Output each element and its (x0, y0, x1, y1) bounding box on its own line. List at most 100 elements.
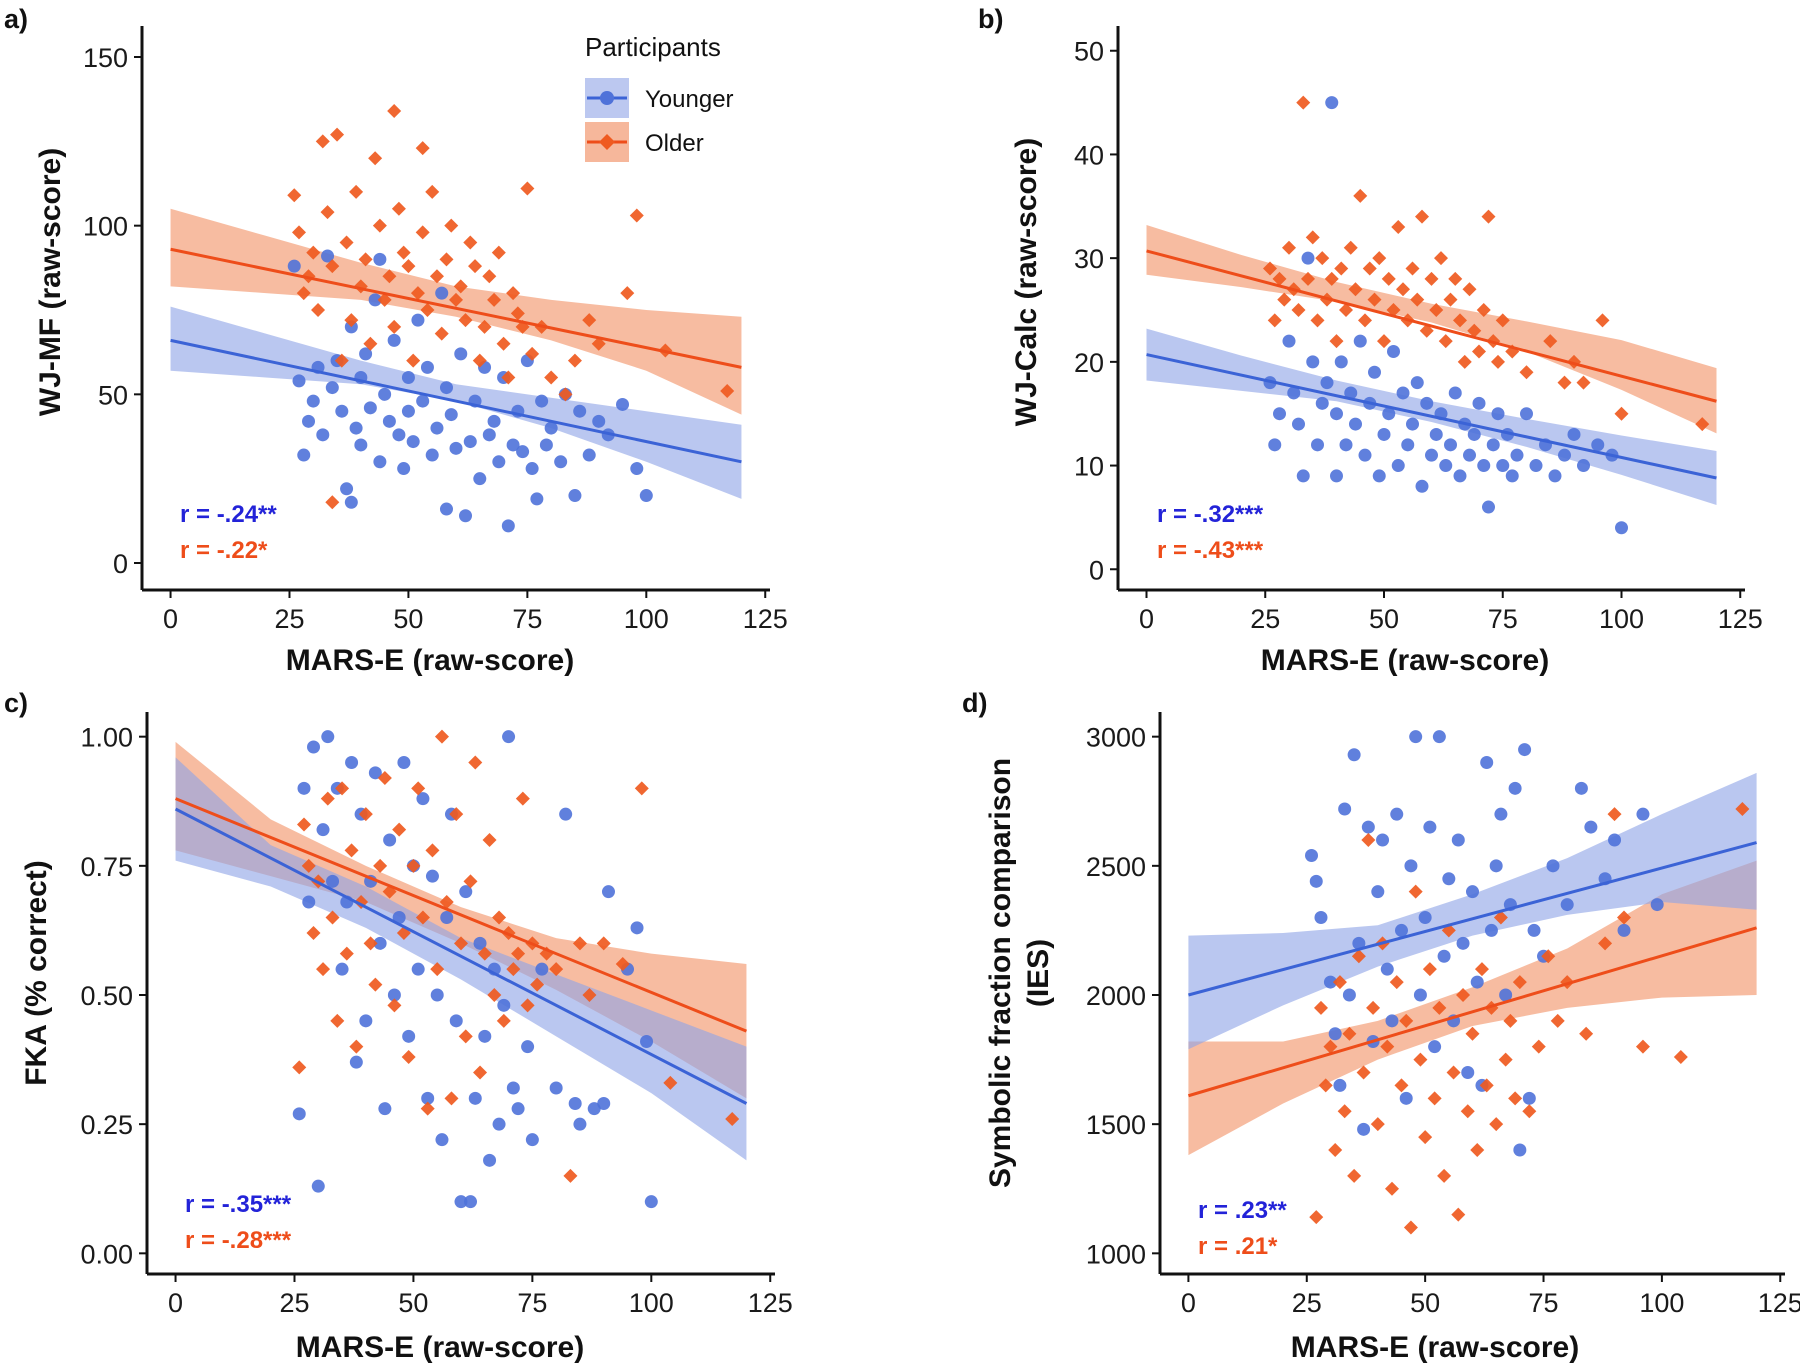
younger-point (1415, 479, 1429, 493)
regression-line-younger (170, 338, 742, 464)
younger-point (535, 394, 549, 408)
older-point (1598, 936, 1613, 951)
younger-point (487, 414, 501, 428)
younger-point (1482, 500, 1495, 514)
younger-point (382, 414, 396, 428)
correlation-younger: r = .23** (1198, 1197, 1287, 1224)
y-tick-label: 1000 (1086, 1239, 1146, 1269)
older-point (1465, 1026, 1480, 1041)
younger-point (1477, 459, 1491, 473)
older-point (1474, 962, 1489, 977)
younger-point (368, 766, 382, 780)
older-point (1405, 261, 1420, 276)
older-point (320, 791, 335, 806)
younger-point (406, 435, 420, 449)
younger-point (639, 489, 653, 503)
younger-point (444, 408, 458, 422)
older-point (1476, 303, 1491, 317)
older-point (344, 843, 359, 858)
older-point (1508, 1091, 1523, 1106)
younger-point (482, 428, 496, 442)
younger-point (1494, 807, 1508, 821)
younger-point (430, 988, 444, 1002)
panel-c: c) MARS-E (raw-score) FKA (% correct) r … (4, 688, 793, 1364)
older-point (306, 245, 321, 260)
younger-point (511, 1102, 525, 1116)
legend-younger-label: Younger (645, 86, 734, 113)
younger-point (459, 509, 473, 523)
younger-point (1380, 962, 1394, 976)
younger-point (1325, 96, 1339, 110)
younger-point (321, 249, 335, 263)
older-point (410, 286, 425, 301)
younger-point (345, 756, 359, 769)
older-point (1446, 1065, 1461, 1080)
older-point (1432, 1000, 1447, 1015)
younger-point (401, 370, 415, 384)
older-point (311, 303, 326, 317)
older-point (363, 336, 378, 351)
older-point (634, 781, 649, 796)
legend-older-label: Older (645, 130, 704, 157)
younger-point (497, 998, 511, 1012)
older-point (530, 977, 545, 992)
older-point (373, 858, 388, 873)
younger-point (1513, 1143, 1527, 1157)
older-point (301, 858, 316, 873)
older-point (1399, 1013, 1414, 1028)
older-point (1493, 910, 1508, 925)
younger-point (1372, 469, 1386, 483)
y-axis-title-units: (IES) (1022, 939, 1055, 1007)
younger-point (1385, 1014, 1399, 1028)
confidence-band-younger (175, 757, 747, 1161)
y-tick-label: 1.00 (80, 723, 133, 753)
younger-point (411, 962, 425, 976)
older-point (1403, 1220, 1418, 1235)
older-point (391, 201, 406, 216)
regression-line-older (174, 797, 748, 1033)
older-point (368, 151, 383, 166)
younger-point (573, 1117, 587, 1131)
older-point (292, 1060, 307, 1075)
older-point (1372, 251, 1387, 266)
panel-label: b) (978, 4, 1003, 34)
younger-point (559, 807, 573, 821)
older-point (358, 252, 373, 267)
older-point (1695, 417, 1710, 432)
younger-point (287, 259, 301, 273)
younger-point (325, 381, 339, 395)
older-point (1305, 230, 1320, 245)
younger-point (506, 1081, 520, 1095)
older-point (487, 292, 502, 307)
younger-point (1287, 386, 1301, 400)
older-point (444, 218, 459, 233)
younger-point (1418, 911, 1432, 924)
younger-point (1608, 833, 1622, 847)
younger-point (573, 404, 587, 418)
younger-point (1382, 407, 1396, 421)
younger-point (1472, 396, 1486, 410)
older-point (297, 817, 311, 832)
younger-point (1520, 407, 1533, 421)
panel-label: c) (4, 688, 28, 718)
older-point (1394, 1078, 1409, 1093)
younger-point (354, 438, 368, 452)
younger-point (616, 397, 630, 411)
older-point (420, 1101, 435, 1116)
younger-point (568, 1097, 582, 1110)
younger-point (1429, 427, 1443, 441)
younger-point (1567, 427, 1581, 441)
older-point (1332, 975, 1347, 990)
older-point (425, 184, 440, 199)
younger-point (483, 1153, 497, 1167)
younger-point (425, 869, 439, 883)
older-point (615, 957, 630, 971)
younger-point (1496, 459, 1510, 473)
younger-point (1456, 936, 1470, 950)
older-point (415, 225, 430, 240)
younger-point (1282, 334, 1296, 348)
x-tick-label: 100 (1599, 604, 1644, 634)
younger-point (430, 421, 444, 435)
older-point (463, 235, 478, 250)
x-tick-label: 25 (279, 1288, 309, 1318)
